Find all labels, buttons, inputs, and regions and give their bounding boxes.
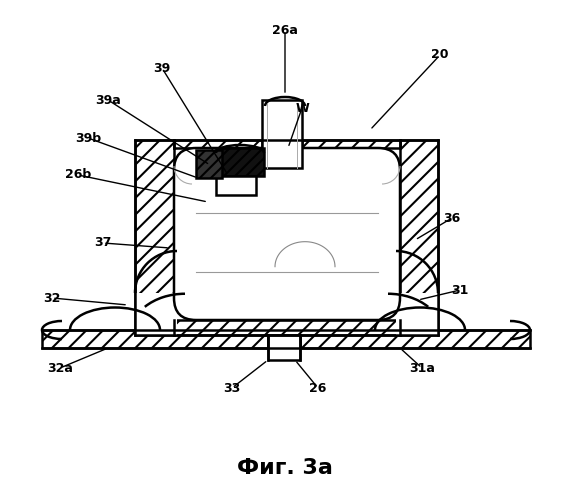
Text: W: W <box>295 102 309 114</box>
Bar <box>216 176 256 195</box>
Bar <box>174 320 400 335</box>
Text: 32: 32 <box>43 292 61 304</box>
Text: 26а: 26а <box>272 24 298 36</box>
Text: 39b: 39b <box>75 132 101 144</box>
Text: 39а: 39а <box>95 94 121 106</box>
FancyBboxPatch shape <box>174 148 400 320</box>
Bar <box>268 335 300 360</box>
Bar <box>396 293 438 335</box>
Text: 32а: 32а <box>47 362 73 374</box>
Text: 31а: 31а <box>409 362 435 374</box>
Bar <box>262 100 302 168</box>
Text: 20: 20 <box>431 48 449 62</box>
Text: Фиг. 3а: Фиг. 3а <box>237 458 333 478</box>
Text: 33: 33 <box>223 382 240 394</box>
Bar <box>135 140 174 335</box>
Bar <box>196 150 222 178</box>
Text: 36: 36 <box>443 212 461 224</box>
Bar <box>302 140 400 148</box>
Bar <box>42 330 268 348</box>
Bar <box>400 140 438 335</box>
Text: 37: 37 <box>94 236 112 250</box>
Text: 31: 31 <box>451 284 469 296</box>
Text: 26: 26 <box>309 382 327 394</box>
Bar <box>268 330 300 348</box>
Bar <box>174 140 262 148</box>
Bar <box>135 293 177 335</box>
Bar <box>300 330 530 348</box>
Text: 26b: 26b <box>65 168 91 181</box>
Bar <box>216 148 264 176</box>
Text: 39: 39 <box>154 62 171 74</box>
